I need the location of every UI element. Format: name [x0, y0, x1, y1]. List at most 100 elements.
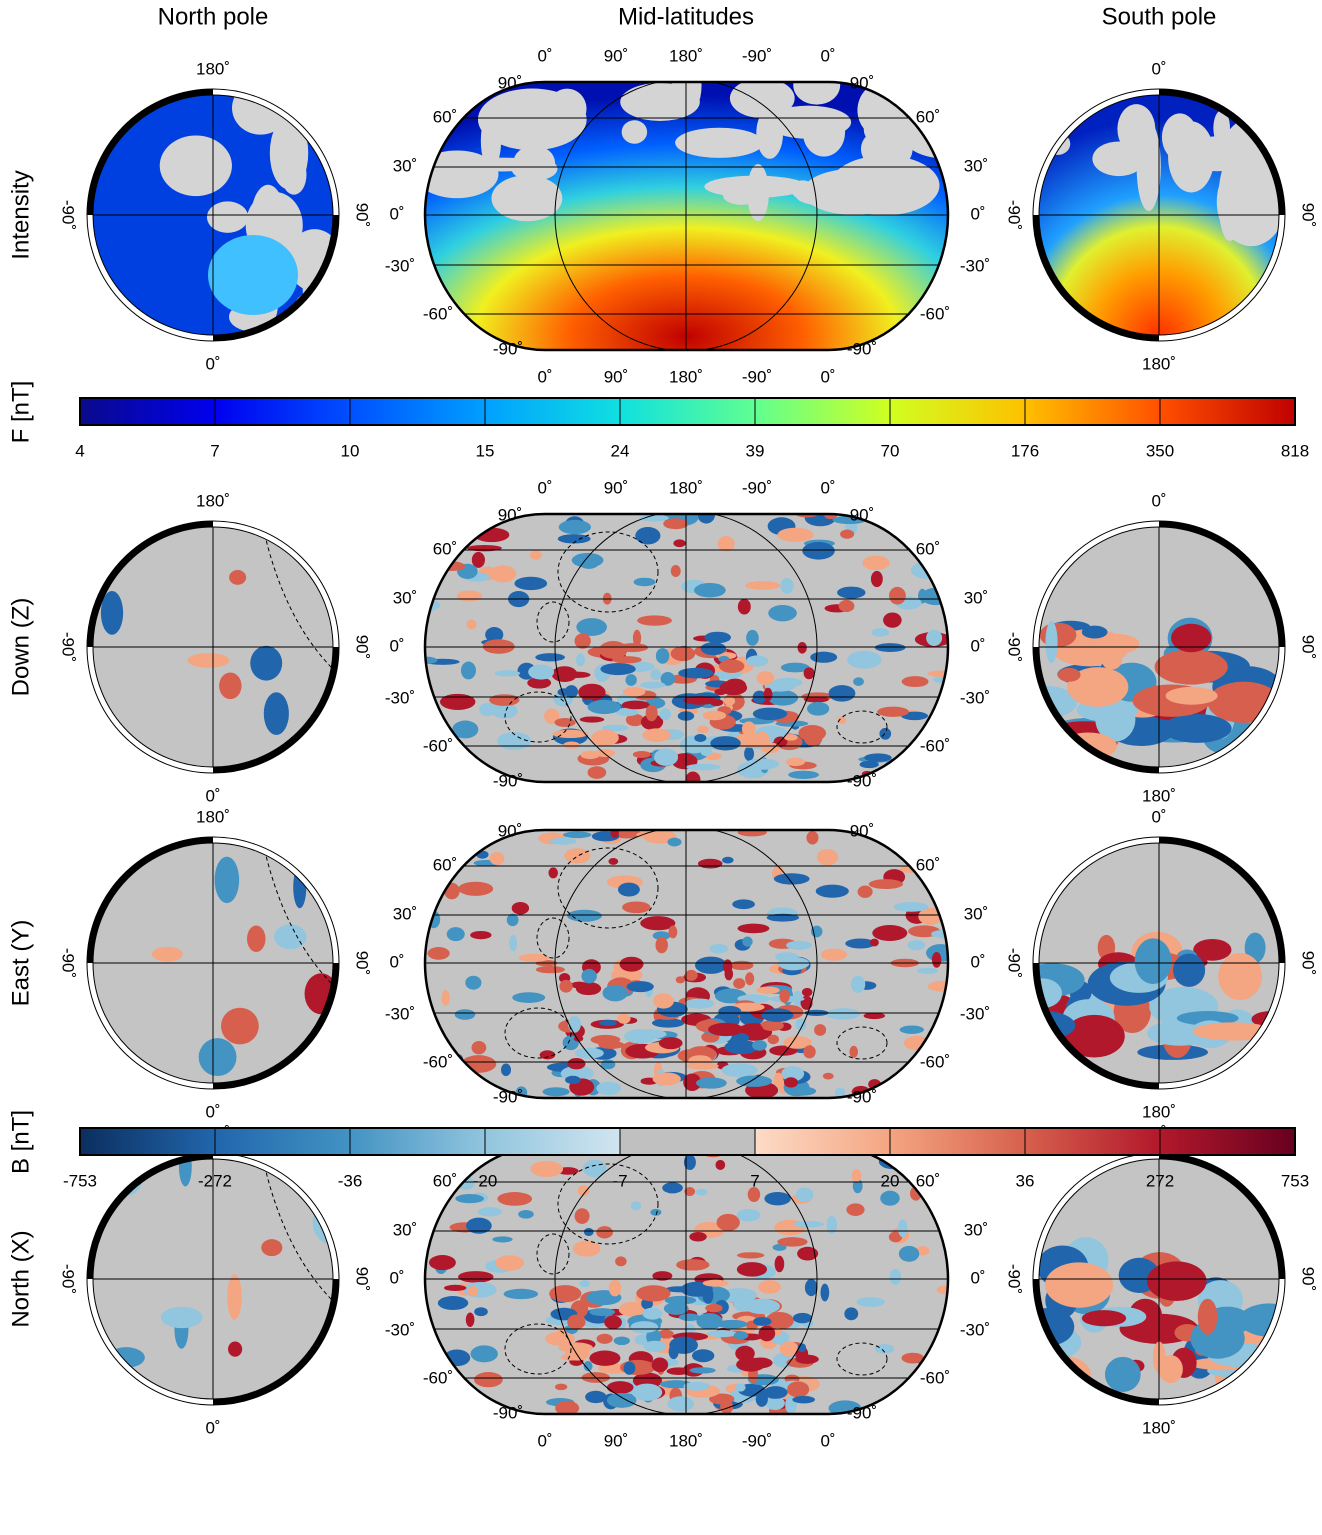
map-patch	[900, 1025, 924, 1033]
map-patch	[1045, 621, 1057, 663]
map-patch	[455, 1009, 476, 1019]
map-patch	[788, 1086, 816, 1095]
map-patch	[422, 1085, 431, 1093]
map-patch	[696, 1313, 722, 1329]
map-patch	[470, 931, 491, 939]
map-patch	[919, 1399, 934, 1408]
map-patch	[1082, 1310, 1126, 1326]
map-patch	[717, 1320, 747, 1329]
map-patch	[676, 976, 685, 983]
lon-label: 0˚	[537, 367, 552, 386]
map-patch	[816, 885, 849, 898]
map-patch	[664, 1302, 689, 1315]
map-patch	[774, 1073, 784, 1088]
map-patch	[513, 146, 555, 181]
map-patch	[911, 1087, 941, 1093]
map-patch	[926, 630, 942, 646]
pole-label: -90˚	[1005, 632, 1024, 662]
lat-label: 60˚	[433, 855, 458, 874]
lat-label: 90˚	[498, 505, 523, 524]
colorbar-tick-label: 272	[1146, 1171, 1174, 1190]
map-patch	[221, 1008, 259, 1045]
map-patch	[466, 620, 476, 630]
map-patch	[1045, 1262, 1113, 1307]
map-patch	[581, 969, 596, 983]
colorbar-segment	[890, 398, 1026, 425]
map-patch	[591, 1035, 621, 1045]
map-patch	[580, 716, 605, 722]
map-patch	[870, 939, 879, 947]
map-patch	[466, 1312, 475, 1326]
map-patch	[1044, 731, 1061, 752]
colorbar-tick-label: 20	[881, 1171, 900, 1190]
column-title: Mid-latitudes	[618, 3, 754, 30]
map-patch	[685, 764, 720, 770]
map-patch	[837, 587, 865, 599]
lat-label: -30˚	[385, 1004, 415, 1023]
map-patch	[596, 1082, 621, 1095]
map-patch	[798, 642, 807, 654]
map-patch	[662, 1182, 683, 1193]
lat-label: -30˚	[385, 1320, 415, 1339]
colorbar-segment	[1025, 398, 1161, 425]
map-patch	[668, 926, 677, 939]
colorbar-segment	[890, 1128, 1026, 1155]
map-patch	[820, 1284, 829, 1302]
map-patch	[512, 902, 529, 915]
colorbar-segment	[215, 1128, 351, 1155]
map-patch	[620, 957, 644, 972]
lon-label: 0˚	[537, 1431, 552, 1450]
map-patch	[474, 1372, 503, 1387]
map-patch	[76, 300, 109, 333]
map-patch	[773, 678, 802, 688]
map-patch	[622, 120, 648, 144]
map-patch	[208, 235, 298, 315]
colorbar-segment	[1025, 1128, 1161, 1155]
map-patch	[764, 688, 773, 701]
map-patch	[1251, 108, 1305, 136]
map-patch	[612, 656, 642, 663]
map-patch	[721, 1063, 757, 1077]
map-patch	[709, 944, 728, 954]
map-patch	[471, 1345, 498, 1362]
map-patch	[199, 1038, 237, 1076]
map-patch	[457, 590, 482, 601]
map-patch	[580, 1280, 590, 1287]
map-patch	[917, 968, 938, 974]
map-patch	[675, 128, 763, 158]
lon-label: 90˚	[604, 478, 629, 497]
lat-label: 90˚	[850, 821, 875, 840]
map-patch	[899, 1246, 919, 1262]
colorbar-tick-label: 4	[75, 441, 84, 460]
map-patch	[756, 108, 783, 159]
lat-label: 60˚	[916, 1171, 941, 1190]
map-patch	[663, 518, 688, 529]
pole-label: 0˚	[205, 354, 220, 373]
map-patch	[563, 741, 580, 748]
pole-label: -90˚	[59, 948, 78, 978]
map-patch	[807, 702, 829, 716]
pole-map	[1031, 78, 1305, 335]
map-patch	[932, 952, 941, 968]
pole-label: 90˚	[1299, 1267, 1318, 1292]
lat-label: 0˚	[970, 952, 985, 971]
map-patch	[573, 1241, 601, 1257]
map-patch	[604, 1315, 622, 1329]
map-patch	[710, 736, 740, 750]
lat-label: -60˚	[423, 304, 453, 323]
row-label: East (Y)	[7, 920, 34, 1007]
map-patch	[441, 990, 449, 1006]
map-patch	[862, 556, 889, 571]
map-patch	[568, 1016, 581, 1033]
column-title: North pole	[158, 3, 269, 30]
map-patch	[584, 1228, 594, 1236]
map-patch	[793, 66, 840, 105]
map-patch	[491, 175, 562, 221]
lon-label: 90˚	[604, 1431, 629, 1450]
lat-label: 0˚	[389, 636, 404, 655]
map-patch	[805, 1279, 818, 1296]
lat-label: 30˚	[393, 904, 418, 923]
map-patch	[219, 673, 241, 700]
map-patch	[229, 570, 246, 585]
map-patch	[875, 643, 906, 652]
